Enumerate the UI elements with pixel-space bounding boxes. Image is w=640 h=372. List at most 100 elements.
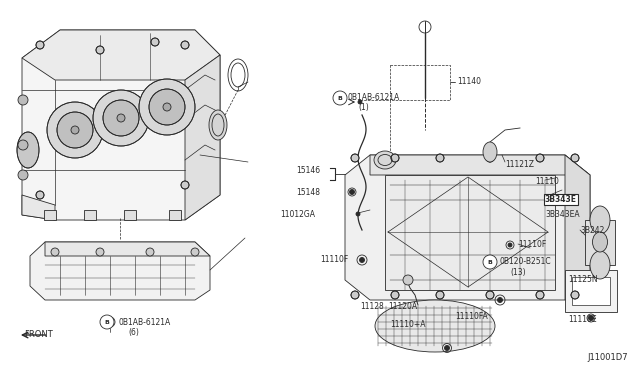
Circle shape xyxy=(93,90,149,146)
Text: 15146: 15146 xyxy=(296,166,320,175)
Circle shape xyxy=(181,181,189,189)
Circle shape xyxy=(163,103,171,111)
Text: 15148: 15148 xyxy=(296,188,320,197)
Polygon shape xyxy=(565,155,590,300)
Polygon shape xyxy=(22,30,220,220)
Circle shape xyxy=(391,154,399,162)
Ellipse shape xyxy=(374,151,396,169)
Circle shape xyxy=(349,189,355,195)
Text: 11110: 11110 xyxy=(535,177,559,186)
Bar xyxy=(565,270,617,312)
Circle shape xyxy=(391,291,399,299)
Bar xyxy=(169,210,181,220)
Circle shape xyxy=(36,191,44,199)
Text: 11121Z: 11121Z xyxy=(505,160,534,169)
Text: (1): (1) xyxy=(358,103,369,112)
Circle shape xyxy=(47,102,103,158)
Ellipse shape xyxy=(593,232,607,252)
Circle shape xyxy=(100,315,114,329)
Bar xyxy=(44,210,56,220)
Circle shape xyxy=(445,346,449,350)
Circle shape xyxy=(483,255,497,269)
Text: 0B1AB-6121A: 0B1AB-6121A xyxy=(348,93,400,102)
Text: 3B242: 3B242 xyxy=(580,226,604,235)
Circle shape xyxy=(589,315,593,321)
Ellipse shape xyxy=(17,132,39,168)
Text: 11110F: 11110F xyxy=(518,240,547,249)
Text: B: B xyxy=(337,96,342,100)
Circle shape xyxy=(436,291,444,299)
Circle shape xyxy=(181,41,189,49)
Circle shape xyxy=(436,154,444,162)
Circle shape xyxy=(151,38,159,46)
Circle shape xyxy=(358,100,362,104)
Text: 0B120-B251C: 0B120-B251C xyxy=(500,257,552,266)
Polygon shape xyxy=(22,30,220,80)
Circle shape xyxy=(360,257,365,263)
Text: 11110+A: 11110+A xyxy=(390,320,426,329)
Text: J11001D7: J11001D7 xyxy=(588,353,628,362)
Circle shape xyxy=(51,248,59,256)
Circle shape xyxy=(571,154,579,162)
Bar xyxy=(84,210,96,220)
Circle shape xyxy=(356,212,360,216)
Bar xyxy=(124,210,136,220)
Circle shape xyxy=(108,320,113,324)
Circle shape xyxy=(96,46,104,54)
Circle shape xyxy=(403,275,413,285)
Circle shape xyxy=(191,248,199,256)
Circle shape xyxy=(571,291,579,299)
Circle shape xyxy=(71,126,79,134)
Circle shape xyxy=(536,154,544,162)
Circle shape xyxy=(333,91,347,105)
Text: B: B xyxy=(104,320,109,324)
Text: 11140: 11140 xyxy=(457,77,481,86)
Ellipse shape xyxy=(375,300,495,352)
Ellipse shape xyxy=(590,206,610,234)
Polygon shape xyxy=(22,195,55,220)
Text: 3B343E: 3B343E xyxy=(545,195,577,204)
Text: 11012GA: 11012GA xyxy=(280,210,315,219)
Polygon shape xyxy=(345,155,590,300)
Text: (13): (13) xyxy=(510,268,525,277)
Text: 11120A: 11120A xyxy=(388,302,417,311)
Circle shape xyxy=(536,291,544,299)
Polygon shape xyxy=(30,242,210,300)
Text: 0B1AB-6121A: 0B1AB-6121A xyxy=(118,318,170,327)
Circle shape xyxy=(96,248,104,256)
Circle shape xyxy=(18,140,28,150)
Circle shape xyxy=(486,154,494,162)
Circle shape xyxy=(508,243,512,247)
Circle shape xyxy=(497,298,502,302)
Circle shape xyxy=(351,154,359,162)
Polygon shape xyxy=(370,155,590,175)
Circle shape xyxy=(103,100,139,136)
Circle shape xyxy=(117,114,125,122)
Circle shape xyxy=(18,170,28,180)
Circle shape xyxy=(139,79,195,135)
Text: 11128: 11128 xyxy=(360,302,384,311)
Circle shape xyxy=(18,95,28,105)
Text: FRONT: FRONT xyxy=(24,330,52,339)
Text: (6): (6) xyxy=(128,328,139,337)
Circle shape xyxy=(57,112,93,148)
Text: 3B343EA: 3B343EA xyxy=(545,210,580,219)
Ellipse shape xyxy=(590,251,610,279)
Polygon shape xyxy=(45,242,210,256)
Circle shape xyxy=(146,248,154,256)
Circle shape xyxy=(486,291,494,299)
Text: 11125N: 11125N xyxy=(568,275,598,284)
Ellipse shape xyxy=(209,110,227,140)
Circle shape xyxy=(149,89,185,125)
Circle shape xyxy=(36,41,44,49)
Ellipse shape xyxy=(483,142,497,162)
Circle shape xyxy=(351,291,359,299)
Text: 11110F: 11110F xyxy=(320,255,348,264)
Polygon shape xyxy=(385,175,555,290)
Bar xyxy=(585,220,615,265)
Text: 11110FA: 11110FA xyxy=(455,312,488,321)
Bar xyxy=(572,277,610,305)
Text: 11110E: 11110E xyxy=(568,315,596,324)
Text: B: B xyxy=(488,260,492,264)
Polygon shape xyxy=(185,55,220,220)
